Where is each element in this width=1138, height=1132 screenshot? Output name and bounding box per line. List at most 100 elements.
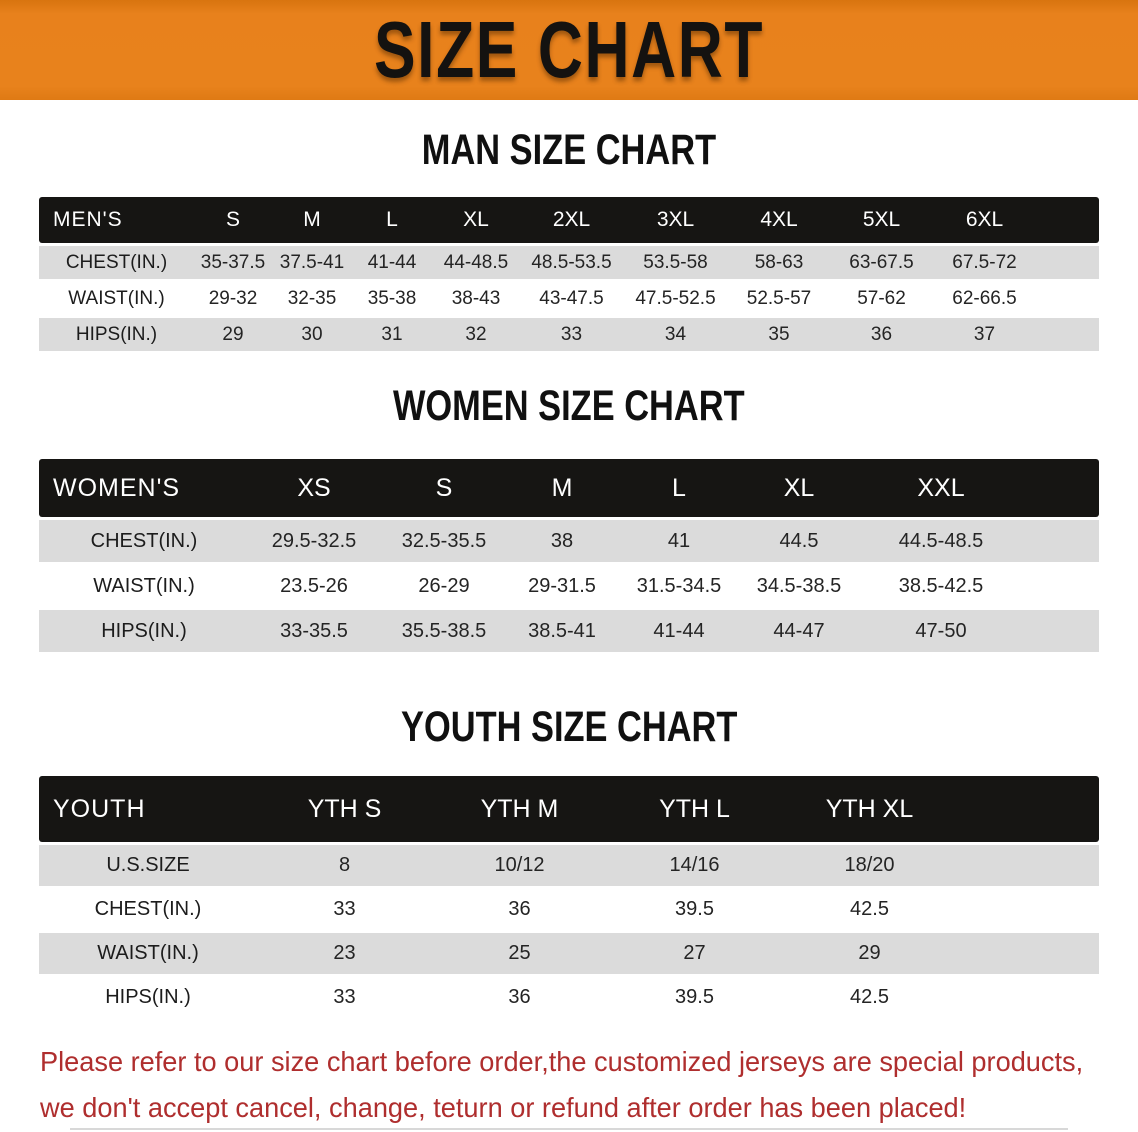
table-row: U.S.SIZE 8 10/12 14/16 18/20 bbox=[39, 845, 1099, 886]
row-label: HIPS(IN.) bbox=[105, 986, 191, 1008]
size-column-header: 6XL bbox=[933, 197, 1036, 243]
table-row: WAIST(IN.) 23.5-26 26-29 29-31.5 31.5-34.5 34… bbox=[39, 565, 1099, 607]
cell-spacer bbox=[1036, 246, 1099, 279]
cell: 36 bbox=[508, 898, 531, 920]
table-row: CHEST(IN.) 33 36 39.5 42.5 bbox=[39, 889, 1099, 930]
table-row: CHEST(IN.) 35-37.5 37.5-41 41-44 44-48.5 48.5… bbox=[39, 246, 1099, 279]
banner-title: SIZE CHART bbox=[374, 5, 764, 94]
cell: 41-44 bbox=[367, 251, 417, 273]
cell: 33 bbox=[560, 323, 583, 345]
row-label: HIPS(IN.) bbox=[101, 619, 187, 642]
cell-spacer bbox=[957, 977, 1099, 1018]
cell: 41-44 bbox=[653, 619, 705, 642]
cell: 34 bbox=[664, 323, 687, 345]
size-column-header: XL bbox=[432, 197, 520, 243]
cell: 42.5 bbox=[850, 986, 889, 1008]
cell: 53.5-58 bbox=[643, 251, 708, 273]
cell: 63-67.5 bbox=[849, 251, 914, 273]
youth-size-chart-title: YOUTH SIZE CHART bbox=[0, 703, 1138, 751]
table-header-row: YOUTH YTH S YTH M YTH L YTH XL bbox=[39, 776, 1099, 842]
cell: 31.5-34.5 bbox=[636, 574, 722, 597]
cell: 27 bbox=[683, 942, 706, 964]
table-row: WAIST(IN.) 29-32 32-35 35-38 38-43 43-47.5 47.… bbox=[39, 282, 1099, 315]
cell: 36 bbox=[508, 986, 531, 1008]
cell-spacer bbox=[957, 889, 1099, 930]
cell: 32-35 bbox=[287, 287, 337, 309]
cell: 44.5-48.5 bbox=[898, 529, 984, 552]
size-table: MEN'S S M L XL 2XL 3XL 4XL 5XL 6XL CHEST(IN.) 35-37… bbox=[39, 194, 1099, 354]
row-label: U.S.SIZE bbox=[106, 854, 190, 876]
cell: 37.5-41 bbox=[279, 251, 345, 273]
table-row: HIPS(IN.) 29 30 31 32 33 34 35 36 37 bbox=[39, 318, 1099, 351]
cell-spacer bbox=[1036, 318, 1099, 351]
cell: 30 bbox=[301, 323, 323, 345]
cell: 33 bbox=[333, 986, 356, 1008]
bottom-edge-line bbox=[70, 1128, 1068, 1130]
cell: 33 bbox=[333, 898, 356, 920]
cell: 44.5 bbox=[779, 529, 819, 552]
cell: 38.5-42.5 bbox=[898, 574, 984, 597]
cell: 35-38 bbox=[367, 287, 417, 309]
cell: 37 bbox=[973, 323, 996, 345]
cell-spacer bbox=[1027, 520, 1099, 562]
size-column-header: YTH S bbox=[257, 776, 432, 842]
size-column-header: 4XL bbox=[728, 197, 830, 243]
size-column-header: YTH L bbox=[607, 776, 782, 842]
cell: 38.5-41 bbox=[528, 619, 596, 642]
cell: 31 bbox=[381, 323, 403, 345]
cell-spacer bbox=[957, 845, 1099, 886]
table-row: CHEST(IN.) 29.5-32.5 32.5-35.5 38 41 44.5 44.5… bbox=[39, 520, 1099, 562]
size-column-header: 3XL bbox=[623, 197, 728, 243]
cell: 29-31.5 bbox=[528, 574, 596, 597]
footer-note: Please refer to our size chart before or… bbox=[40, 1039, 1110, 1131]
cell: 39.5 bbox=[675, 986, 714, 1008]
size-column-header: XXL bbox=[855, 459, 1027, 517]
cell: 34.5-38.5 bbox=[756, 574, 842, 597]
header-spacer bbox=[1027, 459, 1099, 517]
cell: 35-37.5 bbox=[200, 251, 266, 273]
row-label: CHEST(IN.) bbox=[94, 898, 202, 920]
cell: 47.5-52.5 bbox=[635, 287, 716, 309]
cell-spacer bbox=[1027, 565, 1099, 607]
cell: 33-35.5 bbox=[280, 619, 348, 642]
women-size-table: WOMEN'S XS S M L XL XXL CHEST(IN.) 29.5-32.5 32.5… bbox=[39, 456, 1099, 655]
cell: 10/12 bbox=[494, 854, 545, 876]
cell: 29.5-32.5 bbox=[271, 529, 357, 552]
table-header-label: YOUTH bbox=[39, 776, 257, 842]
cell: 35.5-38.5 bbox=[401, 619, 487, 642]
cell-spacer bbox=[1036, 282, 1099, 315]
cell: 36 bbox=[870, 323, 893, 345]
cell: 32 bbox=[465, 323, 487, 345]
youth-size-table: YOUTH YTH S YTH M YTH L YTH XL U.S.SIZE 8 10/12… bbox=[39, 773, 1099, 1021]
cell: 38 bbox=[550, 529, 574, 552]
cell: 47-50 bbox=[915, 619, 967, 642]
size-column-header: 2XL bbox=[520, 197, 623, 243]
cell: 35 bbox=[768, 323, 790, 345]
cell: 42.5 bbox=[850, 898, 889, 920]
size-table: YOUTH YTH S YTH M YTH L YTH XL U.S.SIZE 8 10/12… bbox=[39, 773, 1099, 1021]
cell: 29 bbox=[858, 942, 881, 964]
women-size-chart-title: WOMEN SIZE CHART bbox=[0, 382, 1138, 430]
man-size-chart-title: MAN SIZE CHART bbox=[0, 126, 1138, 174]
cell: 43-47.5 bbox=[539, 287, 604, 309]
table-row: WAIST(IN.) 23 25 27 29 bbox=[39, 933, 1099, 974]
man-size-chart-title-text: MAN SIZE CHART bbox=[421, 126, 717, 174]
cell: 29-32 bbox=[208, 287, 258, 309]
table-header-label: MEN'S bbox=[39, 197, 194, 243]
size-column-header: S bbox=[379, 459, 509, 517]
cell: 57-62 bbox=[857, 287, 906, 309]
size-column-header: M bbox=[509, 459, 615, 517]
size-column-header: XS bbox=[249, 459, 379, 517]
cell: 18/20 bbox=[844, 854, 895, 876]
cell-spacer bbox=[1027, 610, 1099, 652]
cell: 25 bbox=[508, 942, 531, 964]
cell: 44-48.5 bbox=[443, 251, 509, 273]
footer-note-line2: we don't accept cancel, change, teturn o… bbox=[40, 1092, 967, 1123]
footer-note-line1: Please refer to our size chart before or… bbox=[40, 1046, 1084, 1077]
cell: 39.5 bbox=[675, 898, 714, 920]
row-label: HIPS(IN.) bbox=[75, 323, 158, 345]
size-column-header: 5XL bbox=[830, 197, 933, 243]
table-row: HIPS(IN.) 33 36 39.5 42.5 bbox=[39, 977, 1099, 1018]
size-column-header: M bbox=[272, 197, 352, 243]
cell: 23 bbox=[333, 942, 356, 964]
